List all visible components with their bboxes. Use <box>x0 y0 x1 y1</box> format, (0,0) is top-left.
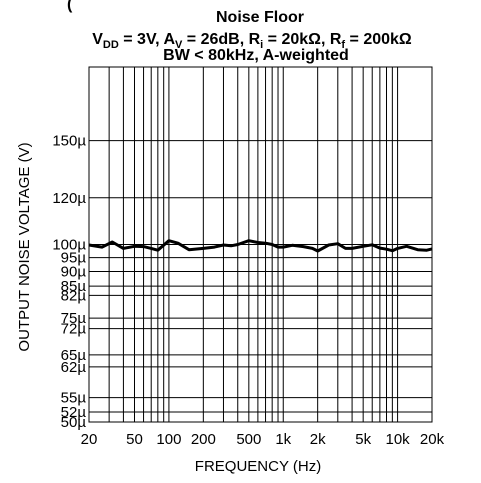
y-tick-label: 120µ <box>52 190 86 207</box>
x-tick-label: 20 <box>81 431 98 448</box>
y-tick-label: 82µ <box>61 287 87 304</box>
x-tick-label: 1k <box>275 431 291 448</box>
av-rest: = 26dB, R <box>182 31 260 48</box>
series-layer <box>89 241 432 251</box>
ri-rest: = 20kΩ, R <box>263 31 342 48</box>
y-tick-label: 72µ <box>61 321 87 338</box>
y-tick-labels: 150µ120µ100µ95µ90µ85µ82µ75µ72µ65µ62µ55µ5… <box>52 133 86 431</box>
x-tick-label: 100 <box>156 431 181 448</box>
x-tick-label: 50 <box>126 431 143 448</box>
x-tick-label: 500 <box>236 431 261 448</box>
x-tick-label: 5k <box>355 431 371 448</box>
x-tick-label: 200 <box>191 431 216 448</box>
title-fragment: ( <box>67 0 73 13</box>
x-axis-label: FREQUENCY (Hz) <box>195 458 321 475</box>
vdd-subscript: DD <box>103 39 119 51</box>
rf-rest: = 200kΩ <box>345 31 412 48</box>
chart-conditions-line2: BW < 80kHz, A-weighted <box>163 47 349 64</box>
x-tick-label: 2k <box>310 431 326 448</box>
vdd-rest: = 3V, A <box>119 31 176 48</box>
x-tick-label: 10k <box>385 431 410 448</box>
grid <box>89 67 432 422</box>
x-tick-label: 20k <box>420 431 445 448</box>
x-tick-labels: 20 50 100 200 500 1k 2k 5k 10k 20k <box>81 431 445 448</box>
y-tick-label: 50µ <box>61 414 87 431</box>
chart-title: Noise Floor <box>216 9 304 26</box>
noise-voltage-line <box>89 241 432 251</box>
y-axis-label: OUTPUT NOISE VOLTAGE (V) <box>16 142 33 351</box>
vdd-symbol: V <box>92 31 103 48</box>
y-tick-label: 150µ <box>52 133 86 150</box>
y-tick-label: 62µ <box>61 359 87 376</box>
